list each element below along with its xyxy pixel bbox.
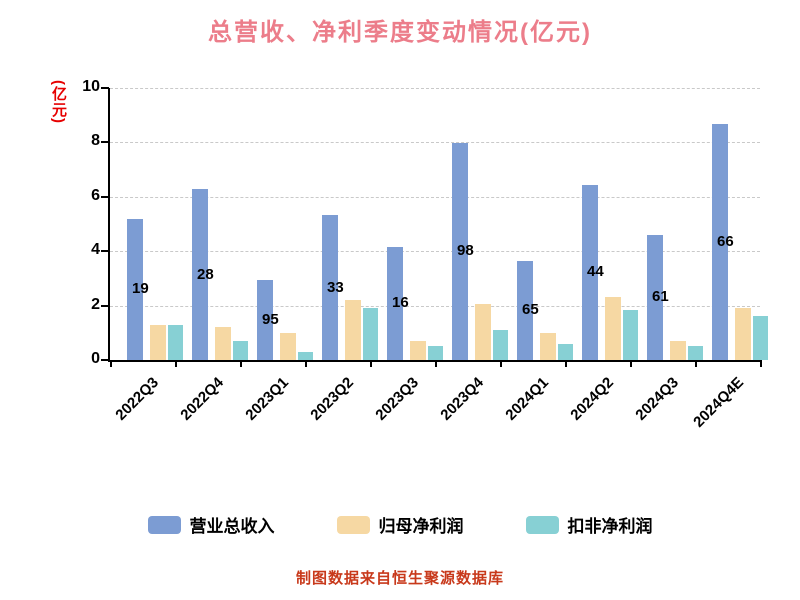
bar-net-profit xyxy=(540,332,556,360)
chart-title: 总营收、净利季度变动情况(亿元) xyxy=(208,19,592,46)
gridline xyxy=(110,142,760,144)
x-tick-mark xyxy=(565,362,567,367)
bar-revenue xyxy=(582,184,598,360)
y-tick-mark xyxy=(101,195,109,198)
y-tick-mark xyxy=(101,141,109,144)
bar-non-gaap xyxy=(688,346,703,360)
bar-revenue xyxy=(322,215,338,360)
legend-swatch-icon xyxy=(147,515,181,534)
legend-item: 扣非净利润 xyxy=(525,512,653,537)
y-tick-mark xyxy=(101,87,109,89)
bar-non-gaap xyxy=(753,316,768,360)
bar-net-profit xyxy=(345,300,361,360)
bar-non-gaap xyxy=(428,346,443,360)
x-tick-mark xyxy=(110,362,112,367)
bar-revenue xyxy=(452,142,468,360)
y-tick-label: 6 xyxy=(91,186,100,204)
bar-net-profit xyxy=(475,304,491,360)
bar-value-label: 98 xyxy=(457,242,474,260)
x-tick-mark xyxy=(175,362,177,367)
bar-value-label: 16 xyxy=(392,294,409,312)
y-tick-label: 10 xyxy=(82,78,100,95)
bar-non-gaap xyxy=(493,330,508,360)
bar-non-gaap xyxy=(558,343,573,360)
gridline xyxy=(110,305,760,307)
bar-net-profit xyxy=(735,308,751,360)
legend-label: 扣非净利润 xyxy=(567,517,653,536)
bar-non-gaap xyxy=(363,308,378,360)
bar-revenue xyxy=(257,279,273,360)
bar-net-profit xyxy=(410,340,426,360)
bar-value-label: 66 xyxy=(717,233,734,251)
legend-swatch-icon xyxy=(336,515,370,534)
bar-non-gaap xyxy=(168,324,183,360)
bar-value-label: 28 xyxy=(197,265,214,283)
bar-revenue xyxy=(712,124,728,360)
gridline xyxy=(110,196,760,198)
bar-non-gaap xyxy=(233,340,248,360)
legend-swatch-icon xyxy=(525,515,559,534)
y-tick-label: 8 xyxy=(91,132,100,150)
x-tick-mark xyxy=(630,362,632,367)
y-axis-name: (亿元) xyxy=(50,80,67,124)
gridline xyxy=(110,251,760,253)
bar-revenue xyxy=(192,189,208,360)
bar-revenue xyxy=(387,246,403,360)
bar-net-profit xyxy=(605,297,621,360)
x-tick-mark xyxy=(240,362,242,367)
bar-non-gaap xyxy=(623,309,638,360)
y-tick-mark xyxy=(101,359,109,361)
bar-value-label: 95 xyxy=(262,310,279,328)
legend-item: 归母净利润 xyxy=(336,512,464,537)
bar-revenue xyxy=(517,260,533,360)
y-tick-label: 4 xyxy=(91,241,100,259)
bar-net-profit xyxy=(215,327,231,360)
bar-net-profit xyxy=(150,324,166,360)
gridline xyxy=(110,88,760,89)
bar-revenue xyxy=(127,218,143,360)
legend-item: 营业总收入 xyxy=(147,512,275,537)
x-tick-mark xyxy=(435,362,437,367)
bar-value-label: 33 xyxy=(327,278,344,296)
x-tick-mark xyxy=(695,362,697,367)
bar-net-profit xyxy=(280,332,296,360)
bar-net-profit xyxy=(670,340,686,360)
legend-label: 归母净利润 xyxy=(378,517,464,536)
y-axis xyxy=(108,88,110,362)
legend-label: 营业总收入 xyxy=(189,517,275,536)
bar-revenue xyxy=(647,234,663,360)
footer-note: 制图数据来自恒生聚源数据库 xyxy=(295,570,504,587)
bar-value-label: 44 xyxy=(587,263,604,281)
x-tick-mark xyxy=(370,362,372,367)
bar-value-label: 65 xyxy=(522,301,539,319)
x-tick-mark xyxy=(760,362,762,367)
x-tick-mark xyxy=(500,362,502,367)
bar-value-label: 19 xyxy=(132,280,149,298)
legend: 营业总收入 归母净利润 扣非净利润 xyxy=(0,512,800,537)
y-tick-label: 0 xyxy=(91,350,100,367)
x-tick-mark xyxy=(305,362,307,367)
bar-non-gaap xyxy=(298,351,313,360)
y-tick-label: 2 xyxy=(91,295,100,313)
y-tick-mark xyxy=(101,250,109,253)
y-tick-mark xyxy=(101,304,109,307)
bar-value-label: 61 xyxy=(652,288,669,306)
x-axis xyxy=(108,360,762,362)
